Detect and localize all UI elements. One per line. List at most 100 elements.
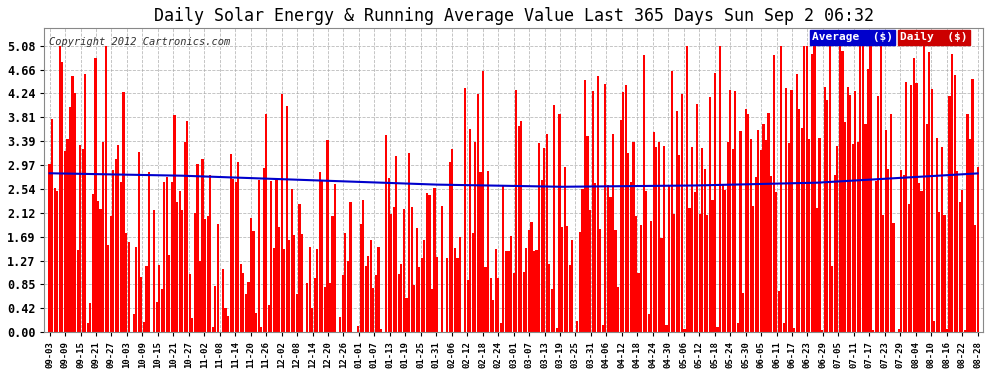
Bar — [66, 139, 68, 332]
Bar — [133, 314, 135, 332]
Bar — [92, 195, 94, 332]
Bar — [183, 142, 186, 332]
Bar — [931, 90, 933, 332]
Bar — [387, 178, 390, 332]
Bar — [429, 195, 431, 332]
Bar — [505, 251, 507, 332]
Bar — [548, 264, 550, 332]
Bar — [446, 258, 448, 332]
Bar — [400, 264, 403, 332]
Bar — [153, 210, 155, 332]
Bar — [964, 330, 966, 332]
Bar — [604, 84, 607, 332]
Bar — [652, 132, 655, 332]
Bar — [558, 114, 560, 332]
Bar — [699, 214, 701, 332]
Bar — [568, 264, 571, 332]
Bar — [872, 330, 874, 332]
Bar — [630, 182, 632, 332]
Bar — [783, 323, 785, 332]
Bar — [171, 182, 173, 332]
Bar — [332, 216, 334, 332]
Bar — [526, 248, 528, 332]
Bar — [974, 225, 976, 332]
Bar — [832, 266, 834, 332]
Bar — [158, 265, 160, 332]
Bar — [971, 79, 973, 332]
Bar — [309, 248, 311, 332]
Bar — [635, 216, 637, 332]
Bar — [245, 294, 247, 332]
Bar — [829, 46, 831, 332]
Bar — [334, 184, 337, 332]
Bar — [772, 55, 775, 332]
Bar — [956, 171, 958, 332]
Bar — [775, 192, 777, 332]
Bar — [620, 120, 622, 332]
Bar — [808, 139, 811, 332]
Bar — [953, 75, 955, 332]
Bar — [136, 247, 138, 332]
Bar — [316, 249, 319, 332]
Bar — [951, 54, 953, 332]
Bar — [762, 124, 764, 332]
Bar — [765, 140, 767, 332]
Bar — [712, 200, 714, 332]
Bar — [908, 204, 910, 332]
Bar — [657, 142, 660, 332]
Bar — [434, 188, 436, 332]
Bar — [319, 172, 321, 332]
Bar — [594, 183, 596, 332]
Bar — [257, 180, 259, 332]
Bar — [760, 150, 762, 332]
Bar — [683, 329, 685, 332]
Bar — [324, 286, 326, 332]
Bar — [851, 144, 853, 332]
Bar — [492, 300, 494, 332]
Bar — [737, 323, 740, 332]
Bar — [531, 222, 533, 332]
Bar — [528, 230, 530, 332]
Bar — [81, 149, 84, 332]
Bar — [877, 96, 879, 332]
Bar — [545, 134, 547, 332]
Bar — [615, 230, 617, 332]
Bar — [747, 114, 749, 332]
Bar — [395, 156, 397, 332]
Bar — [770, 176, 772, 332]
Bar — [89, 303, 91, 332]
Bar — [553, 105, 555, 332]
Bar — [340, 316, 342, 332]
Bar — [155, 302, 157, 332]
Bar — [393, 207, 395, 332]
Bar — [704, 170, 706, 332]
Bar — [61, 62, 63, 332]
Bar — [160, 289, 162, 332]
Bar — [87, 322, 89, 332]
Bar — [607, 185, 609, 332]
Bar — [107, 245, 109, 332]
Bar — [329, 283, 331, 332]
Bar — [826, 100, 829, 332]
Bar — [520, 121, 523, 332]
Bar — [678, 154, 680, 332]
Bar — [345, 233, 346, 332]
Bar — [864, 123, 866, 332]
Bar — [778, 291, 780, 332]
Bar — [296, 294, 298, 332]
Bar — [740, 131, 742, 332]
Bar — [453, 248, 456, 332]
Bar — [735, 92, 737, 332]
Bar — [464, 88, 466, 332]
Bar — [749, 139, 751, 332]
Bar — [686, 46, 688, 332]
Bar — [411, 207, 413, 332]
Bar — [752, 206, 754, 332]
Bar — [854, 91, 856, 332]
Bar — [913, 58, 915, 332]
Bar — [416, 228, 418, 332]
Bar — [767, 112, 769, 332]
Bar — [701, 148, 703, 332]
Bar — [961, 190, 963, 332]
Bar — [273, 248, 275, 332]
